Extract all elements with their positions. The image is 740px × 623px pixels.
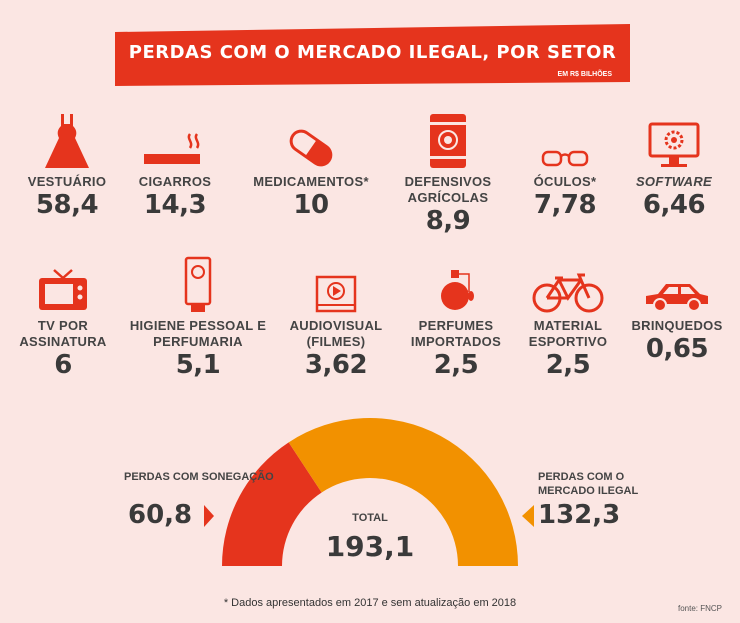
sector-value: 8,9 (425, 206, 471, 236)
sector-brinquedos: BRINQUEDOS 0,65 (607, 254, 740, 364)
sector-value: 10 (293, 190, 329, 220)
sector-value: 6,46 (642, 190, 706, 220)
monitor-gear-icon (604, 110, 740, 170)
sector-tv: TV POR ASSINATURA 6 (0, 254, 133, 380)
page-title: PERDAS COM O MERCADO ILEGAL, POR SETOR (128, 42, 617, 63)
sector-audiovisual: AUDIOVISUAL (FILMES) 3,62 (266, 254, 406, 380)
sector-name: MEDICAMENTOS* (253, 174, 369, 189)
sector-name: HIGIENE PESSOAL E PERFUMARIA (129, 318, 267, 349)
sector-value: 14,3 (143, 190, 207, 220)
barrel-icon (378, 110, 518, 170)
gauge-segment-mercado-ilegal (288, 418, 518, 566)
left-label: PERDAS COM SONEGAÇÃO (124, 471, 274, 483)
right-label: PERDAS COM O MERCADO ILEGAL (538, 471, 639, 497)
dress-icon (0, 110, 137, 170)
sector-value: 6 (54, 350, 72, 380)
lotion-tube-icon (128, 254, 268, 314)
sector-medicamentos: MEDICAMENTOS* 10 (241, 110, 381, 220)
sector-oculos: ÓCULOS* 7,78 (495, 110, 635, 220)
sector-name: TV POR ASSINATURA (19, 318, 107, 349)
perfume-bottle-icon (386, 254, 526, 314)
unit-label: EM R$ BILHÕES (557, 71, 612, 78)
sector-value: 3,62 (304, 350, 368, 380)
sector-value: 5,1 (175, 350, 221, 380)
left-value: 60,8 (128, 500, 193, 530)
title-banner: PERDAS COM O MERCADO ILEGAL, POR SETOR E… (115, 24, 630, 86)
tv-icon (0, 254, 133, 314)
sector-name: MATERIAL ESPORTIVO (528, 318, 608, 349)
sector-value: 2,5 (433, 350, 479, 380)
sector-name: AUDIOVISUAL (FILMES) (289, 318, 383, 349)
sector-value: 2,5 (545, 350, 591, 380)
bicycle-icon (498, 254, 638, 314)
sector-value: 58,4 (35, 190, 99, 220)
total-value: 193,1 (325, 530, 415, 563)
pill-icon (241, 110, 381, 170)
sector-value: 7,78 (533, 190, 597, 220)
video-player-icon (266, 254, 406, 314)
sector-vestuario: VESTUÁRIO 58,4 (0, 110, 137, 220)
gauge-segment-sonegacao (222, 442, 322, 566)
sector-name: CIGARROS (138, 174, 212, 189)
sector-perfumes: PERFUMES IMPORTADOS 2,5 (386, 254, 526, 380)
sector-name: PERFUMES IMPORTADOS (410, 318, 502, 349)
total-label: TOTAL (352, 512, 388, 524)
source-label: fonte: FNCP (677, 604, 722, 613)
sector-cigarros: CIGARROS 14,3 (105, 110, 245, 220)
sector-name: BRINQUEDOS (631, 318, 723, 333)
glasses-icon (495, 110, 635, 170)
footnote: * Dados apresentados em 2017 e sem atual… (223, 597, 517, 609)
sector-higiene: HIGIENE PESSOAL E PERFUMARIA 5,1 (128, 254, 268, 380)
sector-name: DEFENSIVOS AGRÍCOLAS (404, 174, 492, 205)
sector-name: ÓCULOS* (533, 174, 597, 189)
left-arrow-icon (204, 505, 214, 527)
cigarette-icon (105, 110, 245, 170)
toy-car-icon (607, 254, 740, 314)
right-value: 132,3 (538, 500, 621, 530)
banner-shape (115, 24, 630, 86)
sector-value: 0,65 (645, 334, 709, 364)
sector-material-esportivo: MATERIAL ESPORTIVO 2,5 (498, 254, 638, 380)
sector-software: SOFTWARE 6,46 (604, 110, 740, 220)
sector-name: SOFTWARE (635, 174, 713, 189)
sector-defensivos: DEFENSIVOS AGRÍCOLAS 8,9 (378, 110, 518, 236)
right-arrow-icon (522, 505, 534, 527)
sector-name: VESTUÁRIO (27, 174, 107, 189)
